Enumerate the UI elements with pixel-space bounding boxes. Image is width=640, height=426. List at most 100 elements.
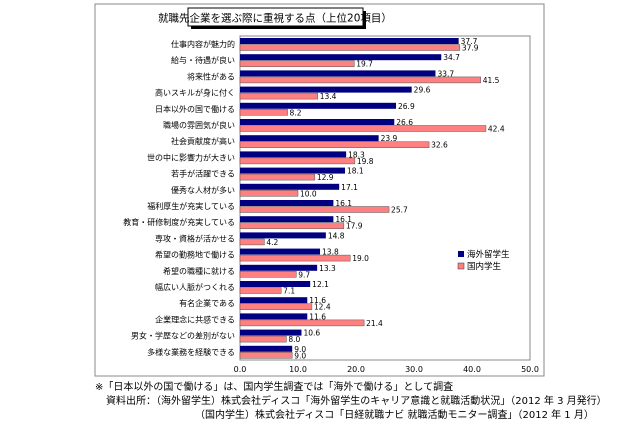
data-label: 17.1 bbox=[341, 183, 358, 192]
data-label: 19.8 bbox=[357, 157, 374, 166]
data-label: 26.9 bbox=[398, 102, 415, 111]
legend: 海外留学生 国内学生 bbox=[457, 249, 510, 272]
bar-overseas bbox=[240, 119, 395, 125]
data-label: 41.5 bbox=[483, 76, 500, 85]
data-label: 9.0 bbox=[294, 345, 306, 354]
chart-title: 就職先企業を選ぶ際に重視する点（上位20項目） bbox=[158, 12, 392, 25]
bar-domestic bbox=[239, 92, 318, 100]
data-label: 8.2 bbox=[290, 108, 302, 117]
category-label: 希望の職種に就ける bbox=[163, 266, 235, 276]
bar-overseas bbox=[240, 183, 340, 190]
bar-domestic bbox=[239, 206, 390, 213]
category-label: 幅広い人脈がつくれる bbox=[155, 282, 235, 292]
bar-domestic bbox=[239, 141, 430, 148]
category-label: 給与・待遇が良い bbox=[171, 55, 235, 65]
data-label: 16.1 bbox=[335, 215, 352, 224]
x-tick-label: 20.0 bbox=[347, 365, 365, 374]
bar-domestic bbox=[239, 271, 297, 278]
data-label: 17.9 bbox=[346, 222, 363, 231]
bar-domestic bbox=[239, 125, 487, 132]
category-label: 教育・研修制度が充実している bbox=[123, 217, 235, 227]
data-label: 29.6 bbox=[414, 86, 431, 95]
bar-overseas bbox=[240, 281, 311, 287]
data-label: 4.2 bbox=[266, 238, 278, 247]
data-label: 25.7 bbox=[391, 206, 408, 215]
footnote: ※「日本以外の国で働ける」は、国内学生調査では「海外で働ける」として調査 bbox=[95, 382, 454, 393]
data-label: 10.0 bbox=[300, 189, 317, 198]
data-label: 12.1 bbox=[312, 280, 329, 289]
category-label: 社会貢献度が高い bbox=[171, 136, 235, 146]
data-label: 11.6 bbox=[309, 312, 326, 321]
category-label: 男女・学歴などの差別がない bbox=[131, 331, 235, 341]
bar-overseas bbox=[240, 86, 412, 93]
data-label: 32.6 bbox=[431, 141, 448, 150]
bar-overseas bbox=[240, 151, 347, 158]
category-label: 世の中に影響力が大きい bbox=[147, 152, 235, 162]
x-tick-label: 30.0 bbox=[405, 365, 423, 374]
bar-chart: 就職先企業を選ぶ際に重視する点（上位20項目） 仕事内容が魅力的 37.737.9… bbox=[94, 3, 545, 377]
legend-swatch-domestic bbox=[457, 262, 465, 270]
bar-overseas bbox=[240, 167, 345, 174]
data-label: 18.3 bbox=[348, 150, 365, 159]
bar-overseas bbox=[240, 54, 442, 61]
data-label: 16.1 bbox=[335, 199, 352, 208]
category-label: 日本以外の国で働ける bbox=[155, 104, 235, 114]
data-label: 13.8 bbox=[322, 248, 339, 257]
bar-overseas bbox=[240, 248, 321, 255]
bar-overseas bbox=[240, 70, 436, 77]
legend-label-domestic: 国内学生 bbox=[467, 261, 502, 272]
data-label: 18.1 bbox=[347, 167, 364, 176]
data-label: 21.4 bbox=[366, 319, 383, 328]
data-label: 12.9 bbox=[317, 173, 334, 182]
bar-domestic bbox=[239, 352, 293, 359]
x-tick-label: 0.0 bbox=[234, 365, 247, 374]
x-tick-label: 50.0 bbox=[521, 365, 539, 374]
bar-overseas bbox=[240, 232, 326, 239]
data-label: 9.7 bbox=[298, 270, 310, 279]
legend-swatch-overseas bbox=[458, 251, 464, 257]
legend-label-overseas: 海外留学生 bbox=[467, 249, 510, 260]
category-label: 企業理念に共感できる bbox=[155, 314, 235, 324]
bar-domestic bbox=[239, 190, 299, 197]
source-line-2: （国内学生）株式会社ディスコ「日経就職ナビ 就職活動モニター調査」（2012 年… bbox=[195, 410, 594, 421]
bar-domestic bbox=[239, 303, 313, 310]
bar-domestic bbox=[239, 157, 356, 165]
data-label: 26.6 bbox=[396, 118, 413, 127]
bar-domestic bbox=[239, 254, 351, 262]
bar-domestic bbox=[239, 238, 265, 246]
bar-overseas bbox=[240, 313, 308, 320]
category-label: 将来性がある bbox=[187, 71, 235, 81]
bar-domestic bbox=[239, 222, 345, 229]
bar-overseas bbox=[240, 135, 379, 142]
data-label: 13.3 bbox=[319, 264, 336, 273]
category-label: 若手が活躍できる bbox=[171, 169, 235, 179]
data-label: 23.9 bbox=[381, 134, 398, 143]
data-label: 37.7 bbox=[461, 37, 478, 46]
bar-overseas bbox=[240, 264, 318, 271]
x-tick-label: 10.0 bbox=[289, 365, 307, 374]
data-label: 8.0 bbox=[288, 335, 300, 344]
bar-overseas bbox=[240, 297, 308, 304]
category-label: 優秀な人材が多い bbox=[171, 185, 235, 195]
data-label: 42.4 bbox=[488, 125, 505, 134]
data-label: 34.7 bbox=[443, 53, 460, 62]
data-label: 19.7 bbox=[356, 60, 373, 69]
bar-domestic bbox=[239, 109, 288, 116]
bar-domestic bbox=[239, 287, 282, 294]
data-label: 9.0 bbox=[294, 351, 306, 360]
data-label: 7.1 bbox=[283, 287, 295, 296]
category-label: 専攻・資格が活かせる bbox=[155, 233, 235, 243]
data-label: 33.7 bbox=[437, 69, 454, 78]
bar-domestic bbox=[239, 173, 316, 181]
data-label: 37.9 bbox=[462, 44, 479, 53]
bar-overseas bbox=[240, 200, 334, 206]
source-line-1: 資料出所：（海外留学生）株式会社ディスコ「海外留学生のキャリア意識と就職活動状況… bbox=[106, 396, 607, 407]
bar-domestic bbox=[239, 60, 355, 67]
category-label: 福利厚生が充実している bbox=[147, 201, 235, 211]
bar-overseas bbox=[240, 345, 293, 352]
category-label: 多様な業務を経験できる bbox=[147, 347, 235, 357]
data-label: 19.0 bbox=[352, 254, 369, 263]
bar-overseas bbox=[240, 329, 302, 336]
category-label: 有名企業である bbox=[179, 298, 235, 308]
